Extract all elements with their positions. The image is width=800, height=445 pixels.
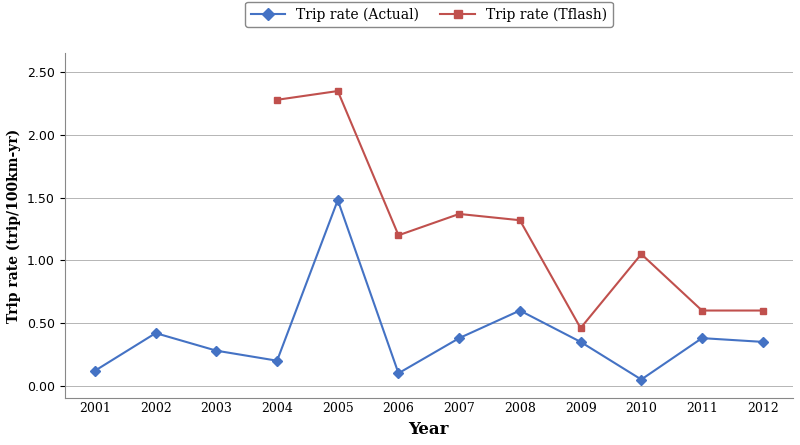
Y-axis label: Trip rate (trip/100km-yr): Trip rate (trip/100km-yr) [7, 129, 22, 323]
X-axis label: Year: Year [409, 421, 449, 438]
Legend: Trip rate (Actual), Trip rate (Tflash): Trip rate (Actual), Trip rate (Tflash) [245, 2, 613, 27]
